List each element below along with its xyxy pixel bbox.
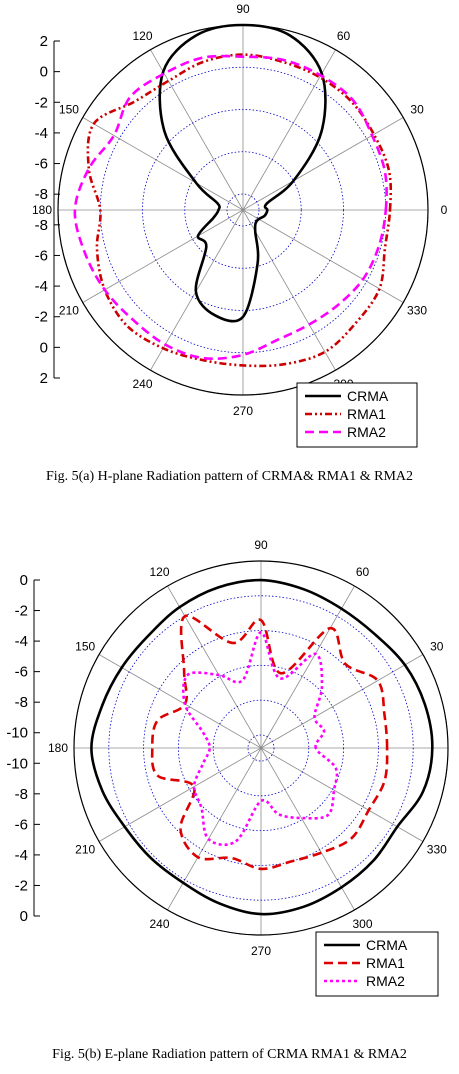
grid-ring xyxy=(247,734,275,762)
grid-spoke xyxy=(98,747,262,842)
caption-e-plane: Fig. 5(b) E-plane Radiation pattern of C… xyxy=(52,1047,407,1062)
radial-tick-label: -2 xyxy=(15,877,28,894)
radial-tick-label: -4 xyxy=(35,125,48,142)
legend-label-crma: CRMA xyxy=(347,388,389,404)
angle-label: 210 xyxy=(59,304,79,318)
radial-tick-label: -4 xyxy=(35,278,48,295)
angle-label: 330 xyxy=(427,843,447,857)
angle-label: 60 xyxy=(356,565,370,579)
legend-label-rma2: RMA2 xyxy=(347,424,386,440)
radial-tick-label: -6 xyxy=(15,664,28,681)
radial-tick-label: -8 xyxy=(35,217,48,234)
angle-label: 240 xyxy=(132,377,152,391)
grid-ring xyxy=(212,699,310,797)
grid-ring xyxy=(226,193,260,227)
grid-spoke xyxy=(260,585,355,749)
grid-spoke xyxy=(260,747,424,842)
radial-tick-label: -2 xyxy=(15,603,28,620)
series-line-rma2 xyxy=(73,54,388,361)
caption-h-plane: Fig. 5(a) H-plane Radiation pattern of C… xyxy=(45,469,414,484)
angle-label: 150 xyxy=(75,640,95,654)
radial-tick-label: 0 xyxy=(40,64,48,81)
legend-label-rma1: RMA1 xyxy=(366,955,405,971)
angle-label: 180 xyxy=(32,203,52,217)
radial-tick-label: -8 xyxy=(15,694,28,711)
grid-spoke xyxy=(167,747,262,911)
radial-tick-label: -6 xyxy=(15,816,28,833)
angle-label: 120 xyxy=(149,565,169,579)
radial-tick-label: -4 xyxy=(15,633,28,650)
grid-ring xyxy=(142,109,344,311)
angle-label: 270 xyxy=(233,404,253,418)
grid-spoke xyxy=(242,117,404,211)
grid-spoke xyxy=(260,747,355,911)
radial-tick-label: -6 xyxy=(35,247,48,264)
grid-spoke xyxy=(150,49,244,211)
radial-tick-label: 2 xyxy=(40,370,48,387)
angle-label: 90 xyxy=(254,540,268,552)
series-line-crma xyxy=(158,23,327,323)
radial-tick-label: -8 xyxy=(15,786,28,803)
grid-spoke xyxy=(167,585,262,749)
grid-spoke xyxy=(98,654,262,749)
legend-label-rma2: RMA2 xyxy=(366,973,405,989)
h-plane-polar-chart: 2 0 -2 -4 -6 -8 -8 -6 -4 -2 0 2 0 30 60 90 120 150 180 210 2… xyxy=(32,2,448,448)
angle-label: 120 xyxy=(132,29,152,43)
series-line-rma1 xyxy=(150,614,389,871)
legend-label-rma1: RMA1 xyxy=(347,406,386,422)
angle-label: 270 xyxy=(251,944,271,958)
radial-tick-label: -6 xyxy=(35,156,48,173)
radial-tick-label: -10 xyxy=(6,755,28,772)
grid-ring xyxy=(143,630,379,866)
grid-spoke xyxy=(242,209,336,371)
angle-label: 90 xyxy=(236,2,250,16)
radial-tick-label: -2 xyxy=(35,94,48,111)
grid-spoke xyxy=(260,654,424,749)
radial-tick-label: 0 xyxy=(20,908,28,925)
outer-circle xyxy=(73,560,449,936)
angle-label: 210 xyxy=(75,843,95,857)
angle-label: 330 xyxy=(407,304,427,318)
angle-label: 150 xyxy=(59,103,79,117)
angle-label: 300 xyxy=(352,917,372,931)
radial-tick-label: -10 xyxy=(6,725,28,742)
angle-label: 240 xyxy=(149,917,169,931)
radial-tick-label: -8 xyxy=(35,186,48,203)
radial-tick-label: 0 xyxy=(20,572,28,589)
grid-spoke xyxy=(82,209,244,303)
grid-spoke xyxy=(82,117,244,211)
grid-ring xyxy=(108,595,414,901)
grid-ring xyxy=(184,151,302,269)
angle-label: 0 xyxy=(441,203,448,217)
e-plane-polar-chart: 0-2-4-6-8-10-10-8-6-4-200306090120150180… xyxy=(6,540,449,997)
angle-label: 60 xyxy=(337,29,351,43)
series-line-rma2 xyxy=(181,630,339,847)
angle-label: 180 xyxy=(48,741,68,755)
grid-ring xyxy=(177,665,344,831)
radial-tick-label: -4 xyxy=(15,847,28,864)
series-line-rma1 xyxy=(86,53,393,368)
legend-box xyxy=(315,931,439,997)
radial-tick-label: -2 xyxy=(35,309,48,326)
grid-spoke xyxy=(242,209,404,303)
radial-tick-label: 0 xyxy=(40,339,48,356)
series-line-crma xyxy=(90,578,434,916)
angle-label: 30 xyxy=(410,103,424,117)
radial-tick-label: 2 xyxy=(40,33,48,50)
legend-label-crma: CRMA xyxy=(366,937,408,953)
angle-label: 30 xyxy=(430,640,444,654)
